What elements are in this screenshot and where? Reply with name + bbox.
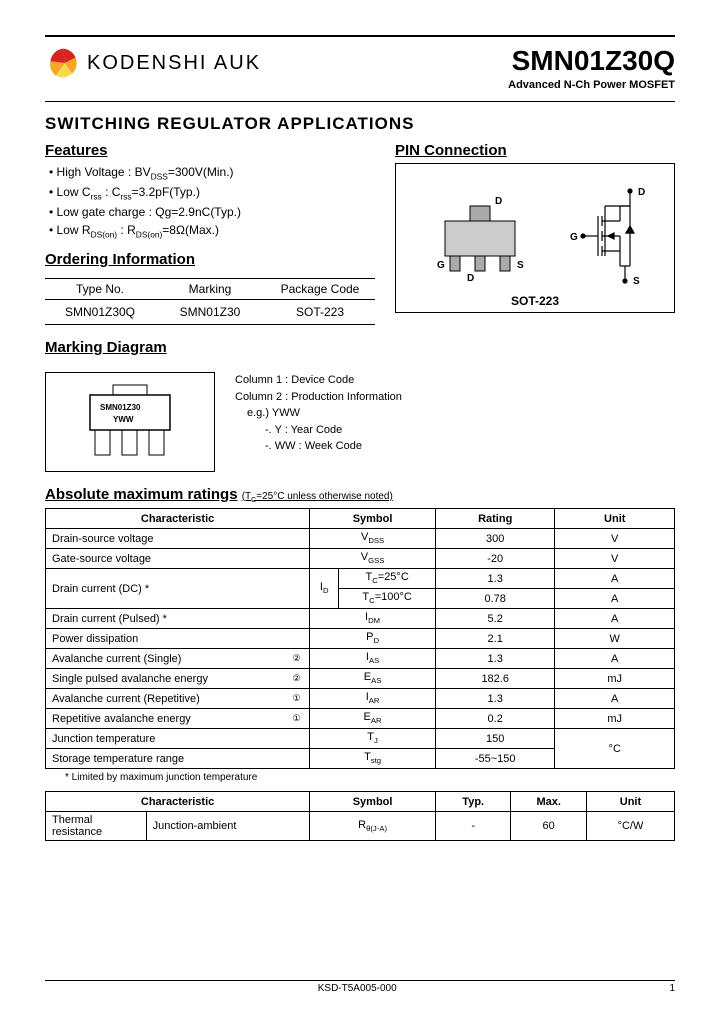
- col-header: Characteristic: [46, 509, 310, 529]
- col-header: Characteristic: [46, 792, 310, 812]
- ordering-col: Package Code: [265, 279, 375, 299]
- table-header-row: Characteristic Symbol Typ. Max. Unit: [46, 792, 675, 812]
- ordering-cell: SMN01Z30: [155, 300, 265, 324]
- top-rule: [45, 35, 675, 37]
- marking-line: Column 2 : Production Information: [235, 389, 402, 406]
- marking-line: -. Y : Year Code: [235, 422, 402, 439]
- ordering-cell: SMN01Z30Q: [45, 300, 155, 324]
- marking-line: Column 1 : Device Code: [235, 372, 402, 389]
- ratings-table: Characteristic Symbol Rating Unit Drain-…: [45, 508, 675, 769]
- part-subtitle: Advanced N-Ch Power MOSFET: [508, 79, 675, 91]
- marking-section: SMN01Z30 YWW Column 1 : Device Code Colu…: [45, 372, 675, 472]
- svg-text:D: D: [467, 273, 474, 284]
- feature-item: Low gate charge : Qg=2.9nC(Typ.): [49, 203, 375, 221]
- ratings-heading: Absolute maximum ratings (TC=25°C unless…: [45, 486, 675, 504]
- table-row: Gate-source voltage VGSS -20 V: [46, 549, 675, 569]
- svg-text:SMN01Z30: SMN01Z30: [100, 403, 141, 412]
- footer-doc: KSD-T5A005-000: [318, 983, 397, 994]
- col-header: Unit: [555, 509, 675, 529]
- ratings-condition: (TC=25°C unless otherwise noted): [242, 491, 393, 502]
- marking-line: -. WW : Week Code: [235, 438, 402, 455]
- ordering-col: Type No.: [45, 279, 155, 299]
- ordering-col: Marking: [155, 279, 265, 299]
- feature-item: High Voltage : BVDSS=300V(Min.): [49, 163, 375, 183]
- svg-text:YWW: YWW: [113, 415, 134, 424]
- svg-text:G: G: [437, 260, 445, 271]
- part-number: SMN01Z30Q: [508, 45, 675, 77]
- footer-page: 1: [669, 983, 675, 994]
- features-list: High Voltage : BVDSS=300V(Min.) Low Crss…: [45, 163, 375, 241]
- table-row: Power dissipation PD 2.1 W: [46, 629, 675, 649]
- top-columns: Features High Voltage : BVDSS=300V(Min.)…: [45, 142, 675, 325]
- marking-chip-icon: SMN01Z30 YWW: [55, 380, 205, 465]
- col-header: Typ.: [435, 792, 510, 812]
- pin-diagram-icon: D G D S D: [405, 176, 665, 296]
- table-row: Drain current (Pulsed) * IDM 5.2 A: [46, 609, 675, 629]
- table-row: Thermal resistance Junction-ambient Rθ(J…: [46, 812, 675, 841]
- feature-item: Low Crss : Crss=3.2pF(Typ.): [49, 183, 375, 203]
- footer: KSD-T5A005-000 1: [45, 980, 675, 994]
- pin-diagram-box: D G D S D: [395, 163, 675, 313]
- company-name: KODENSHI AUK: [87, 52, 261, 75]
- svg-text:S: S: [633, 276, 640, 287]
- marking-line: e.g.) YWW: [235, 405, 402, 422]
- marking-legend: Column 1 : Device Code Column 2 : Produc…: [235, 372, 402, 455]
- marking-heading: Marking Diagram: [45, 339, 675, 356]
- header: KODENSHI AUK SMN01Z30Q Advanced N-Ch Pow…: [45, 45, 675, 91]
- marking-diagram-box: SMN01Z30 YWW: [45, 372, 215, 472]
- footer-row: KSD-T5A005-000 1: [45, 981, 675, 994]
- col-header: Max.: [511, 792, 586, 812]
- features-heading: Features: [45, 142, 375, 159]
- svg-text:G: G: [570, 232, 578, 243]
- ordering-cell: SOT-223: [265, 300, 375, 324]
- feature-item: Low RDS(on) : RDS(on)=8Ω(Max.): [49, 221, 375, 241]
- table-row: Repetitive avalanche energy ① EAR 0.2 mJ: [46, 709, 675, 729]
- col-header: Symbol: [310, 509, 436, 529]
- table-row: Single pulsed avalanche energy ② EAS 182…: [46, 669, 675, 689]
- svg-text:D: D: [495, 196, 502, 207]
- table-row: Junction temperature TJ 150 °C: [46, 729, 675, 749]
- table-header-row: Characteristic Symbol Rating Unit: [46, 509, 675, 529]
- logo-block: KODENSHI AUK: [45, 45, 261, 81]
- pin-col: PIN Connection D G D S D: [395, 142, 675, 325]
- table-row: Avalanche current (Single) ② IAS 1.3 A: [46, 649, 675, 669]
- part-block: SMN01Z30Q Advanced N-Ch Power MOSFET: [508, 45, 675, 91]
- table-row: Drain current (DC) * ID TC=25°C 1.3 A: [46, 569, 675, 589]
- app-title: SWITCHING REGULATOR APPLICATIONS: [45, 114, 675, 134]
- ordering-header-row: Type No. Marking Package Code: [45, 278, 375, 300]
- col-header: Rating: [435, 509, 555, 529]
- features-col: Features High Voltage : BVDSS=300V(Min.)…: [45, 142, 375, 325]
- ordering-row: SMN01Z30Q SMN01Z30 SOT-223: [45, 300, 375, 325]
- table-row: Avalanche current (Repetitive) ① IAR 1.3…: [46, 689, 675, 709]
- svg-text:D: D: [638, 187, 645, 198]
- col-header: Symbol: [310, 792, 436, 812]
- ratings-heading-text: Absolute maximum ratings: [45, 486, 238, 503]
- table-row: Drain-source voltage VDSS 300 V: [46, 529, 675, 549]
- pin-package-label: SOT-223: [396, 294, 674, 308]
- svg-text:S: S: [517, 260, 524, 271]
- ratings-footnote: * Limited by maximum junction temperatur…: [65, 772, 675, 783]
- ordering-table: Type No. Marking Package Code SMN01Z30Q …: [45, 278, 375, 325]
- pin-heading: PIN Connection: [395, 142, 675, 159]
- col-header: Unit: [586, 792, 674, 812]
- ordering-heading: Ordering Information: [45, 251, 375, 268]
- header-rule: [45, 101, 675, 102]
- thermal-table: Characteristic Symbol Typ. Max. Unit The…: [45, 791, 675, 841]
- company-logo-icon: [45, 45, 81, 81]
